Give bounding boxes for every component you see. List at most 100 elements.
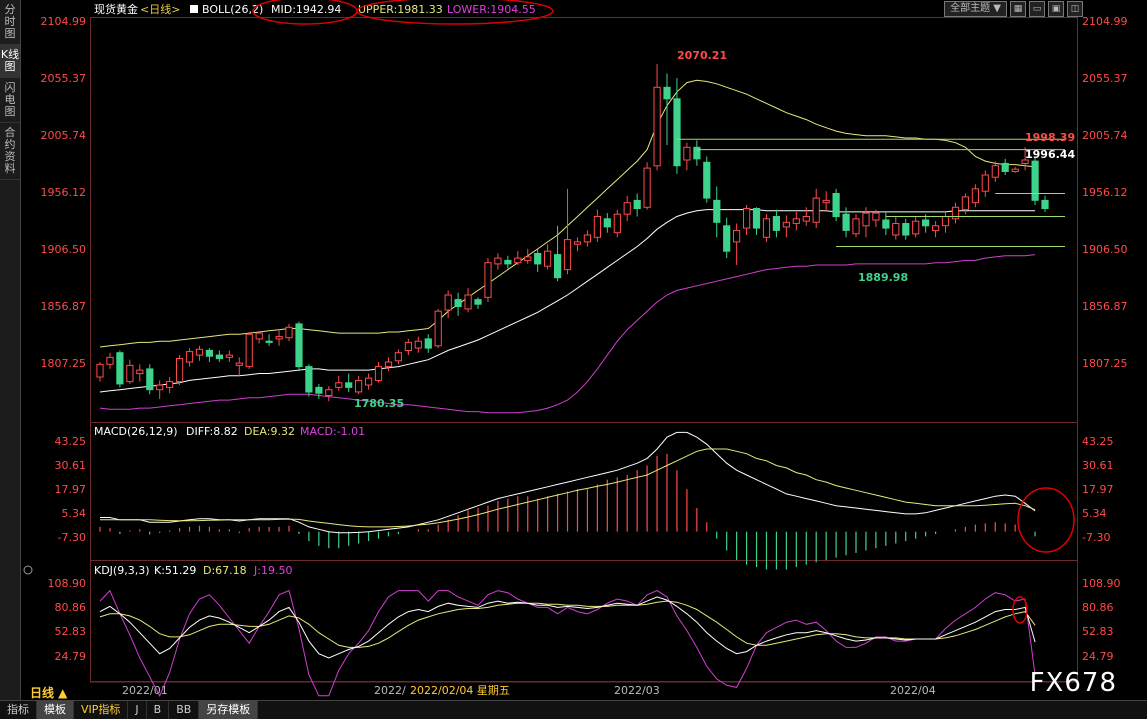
candle-up	[255, 332, 263, 340]
left-sidebar: 分时图 K线图 闪电图 合约资料	[0, 0, 21, 700]
candle-down	[474, 299, 482, 305]
candle-down	[693, 146, 701, 160]
tab-contract-info[interactable]: 合约资料	[0, 123, 20, 180]
candle-down	[772, 216, 780, 231]
price-tick: 2055.37	[41, 72, 87, 85]
candle-up	[782, 221, 790, 228]
price-tick: 2005.74	[1082, 129, 1128, 142]
tab-j[interactable]: J	[128, 701, 147, 719]
macd-tick: 30.61	[1082, 459, 1114, 472]
price-tick: 1807.25	[41, 357, 87, 370]
candle-up	[822, 199, 830, 204]
tab-template[interactable]: 模板	[37, 701, 74, 719]
tab-b[interactable]: B	[147, 701, 170, 719]
kdj-d: D:67.18	[203, 564, 247, 577]
maximize-icon[interactable]: ▣	[1048, 1, 1064, 17]
candle-down	[713, 199, 721, 223]
candle-up	[683, 146, 691, 161]
symbol-name: 现货黄金	[94, 2, 138, 16]
candle-up	[185, 351, 194, 363]
settings-gear-icon[interactable]	[23, 565, 33, 575]
candle-up	[733, 229, 741, 243]
macd-tick: 30.61	[55, 459, 87, 472]
kdj-tick: 24.79	[55, 650, 87, 663]
tab-save-template[interactable]: 另存模板	[199, 701, 259, 719]
tab-vip-indicators[interactable]: VIP指标	[74, 701, 129, 719]
candle-up	[593, 216, 601, 238]
minimize-icon[interactable]: ▭	[1029, 1, 1045, 17]
layout-grid-icon[interactable]: ▦	[1010, 1, 1026, 17]
kdj-tick: 52.83	[55, 625, 87, 638]
candle-down	[454, 299, 462, 308]
panel-frames	[90, 17, 1078, 682]
price-tick: 1956.12	[1082, 186, 1128, 199]
kdj-panel-frame	[90, 560, 1078, 682]
candlesticks	[96, 64, 1049, 402]
indicator-icon	[190, 5, 198, 13]
candle-up	[981, 174, 989, 192]
kdj-tick: 24.79	[1082, 650, 1114, 663]
candle-up	[325, 389, 333, 397]
kdj-plot	[99, 589, 1036, 697]
candle-up	[514, 257, 522, 264]
candle-up	[394, 352, 402, 362]
time-tick: 2022/03	[614, 684, 660, 697]
tab-indicators[interactable]: 指标	[0, 701, 37, 719]
candle-up	[1021, 159, 1029, 164]
macd-tick: -7.30	[58, 531, 86, 544]
time-cursor-label: 2022/02/04 星期五	[410, 684, 510, 697]
candle-down	[752, 208, 761, 229]
macd-tick: 43.25	[55, 435, 87, 448]
candle-up	[166, 381, 174, 388]
candle-up	[245, 333, 253, 368]
kdj-axis-right: 108.90 80.86 52.83 24.79	[1082, 577, 1121, 663]
kdj-tick: 108.90	[1082, 577, 1121, 590]
candle-down	[832, 193, 840, 218]
price-tick: 2055.37	[1082, 72, 1128, 85]
tab-flash[interactable]: 闪电图	[0, 78, 20, 123]
candle-up	[613, 213, 621, 234]
candle-up	[414, 340, 422, 349]
candle-up	[335, 382, 343, 388]
candle-down	[554, 254, 562, 279]
level-annotation: 1996.44	[1025, 148, 1075, 161]
theme-dropdown[interactable]: 全部主题 ▼	[944, 1, 1007, 17]
candle-down	[345, 382, 353, 388]
kdj-tick: 80.86	[1082, 601, 1114, 614]
candle-up	[544, 250, 552, 267]
candle-up	[971, 188, 979, 204]
macd-value: MACD:-1.01	[300, 425, 365, 438]
tab-timeshare[interactable]: 分时图	[0, 0, 20, 45]
tab-kline[interactable]: K线图	[0, 45, 20, 78]
candle-up	[623, 202, 631, 215]
price-panel-frame	[90, 17, 1078, 423]
macd-diff-line	[100, 431, 1036, 534]
price-axis-right: 2104.99 2055.37 2005.74 1956.12 1906.50 …	[1082, 15, 1128, 370]
candle-up	[583, 234, 591, 243]
candle-down	[723, 225, 731, 252]
highlight-circle-bands	[356, 0, 554, 25]
candle-up	[643, 167, 651, 208]
macd-tick: 43.25	[1082, 435, 1114, 448]
candle-down	[146, 368, 154, 391]
candle-up	[872, 212, 880, 221]
candle-down	[215, 354, 224, 360]
candle-down	[663, 86, 671, 100]
price-tick: 1906.50	[1082, 243, 1128, 256]
highlight-circle-macd	[1017, 487, 1075, 553]
candle-down	[295, 323, 303, 368]
candle-up	[802, 216, 810, 222]
chart-area[interactable]: 2104.99 2055.37 2005.74 1956.12 1906.50 …	[0, 0, 1147, 700]
candle-up	[792, 218, 800, 224]
candle-up	[991, 165, 999, 178]
split-icon[interactable]: ◫	[1067, 1, 1083, 17]
tab-bb[interactable]: BB	[169, 701, 200, 719]
macd-tick: 17.97	[55, 483, 87, 496]
macd-dea-line	[100, 448, 1036, 528]
highlight-circle-kdj	[1012, 596, 1028, 624]
low-annotation-2: 1889.98	[858, 271, 908, 284]
candle-down	[504, 259, 512, 265]
candle-up	[126, 364, 134, 383]
period-selector[interactable]: 日线 ▲	[30, 686, 68, 700]
candle-up	[404, 341, 412, 351]
